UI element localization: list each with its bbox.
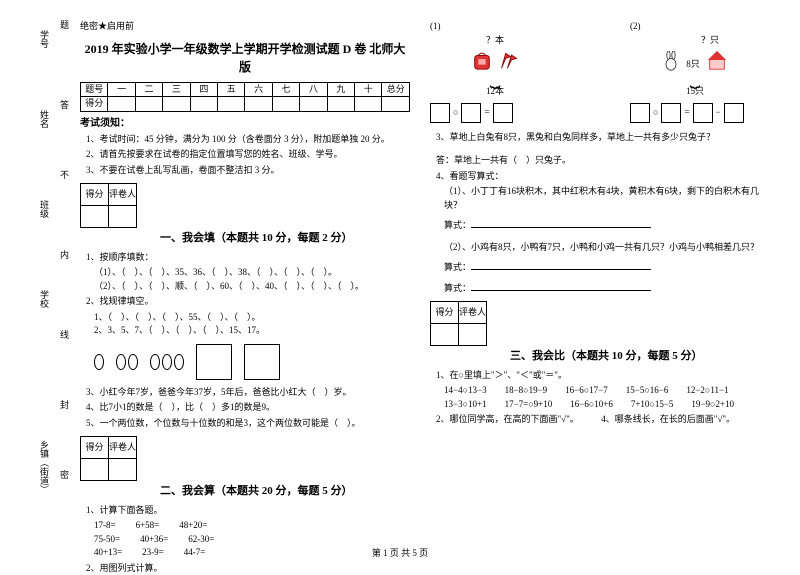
header-row-2: 得分 [81,97,410,112]
equation-1[interactable]: ○= [430,103,560,123]
section-2-title: 二、我会算（本题共 20 分，每题 5 分） [160,483,410,500]
binding-side-5: 线 [58,330,71,339]
s3r2: 13−3○10+1 17−7=○9+10 16−6○10+6 7+10○15−5… [444,398,760,412]
s3q2: 2、哪位同学高，在高的下面画"√"。 4、哪条线长，在长的后面画"√"。 [436,413,760,427]
q1: 1、按顺序填数： [86,251,410,265]
equation-2[interactable]: ○=− [630,103,760,123]
left-column: 绝密★启用前 2019 年实验小学一年级数学上学期开学检测试题 D 卷 北师大版… [70,20,420,540]
binding-label-4: 学校 [38,290,51,308]
exam-title: 2019 年实验小学一年级数学上学期开学检测试题 D 卷 北师大版 [80,40,410,76]
binding-label-5: 乡镇（街道） [38,440,51,494]
right-column: (1) ？本 ⏟ 12本 ○= (2) ？只 8只 ⏟ 15只 [420,20,770,540]
rabbit-icon [662,51,680,71]
q1b: （2）、（ ）、（ ）、顺、（ ）、60、（ ）、40、（ ）、（ ）、（ ）。 [94,280,410,294]
page-footer: 第 1 页 共 5 页 [0,546,800,559]
notice-1: 1、考试时间：45 分钟，满分为 100 分（含卷面分 3 分），附加题单独 2… [86,133,410,147]
binding-side-4: 内 [58,250,71,259]
figure-2: (2) ？只 8只 ⏟ 15只 ○=− [630,20,760,127]
binding-label-2: 姓名 [38,110,51,128]
s2q1: 1、计算下面各题。 [86,504,410,518]
section-1-title: 一、我会填（本题共 10 分，每题 2 分） [160,230,410,247]
notice-title: 考试须知： [80,116,410,131]
s3q1: 1、在○里填上"＞"、"＜"或"＝"。 [436,369,760,383]
circle-figure [94,344,410,380]
binding-side-7: 密 [58,470,71,479]
q3: 3、小红今年7岁，爸爸今年37岁，5年后，爸爸比小红大（ ）岁。 [86,386,410,400]
blank-square-2[interactable] [244,344,280,380]
binding-label-3: 班级 [38,200,51,218]
binding-side-3: 不 [58,170,71,179]
notice-3: 3、不要在试卷上乱写乱画，卷面不整洁扣 3 分。 [86,164,410,178]
blank-square-1[interactable] [196,344,232,380]
s2q2: 2、用图列式计算。 [86,562,410,575]
q2a: 1、（ ）、（ ）、（ ）、55、（ ）、（ ）。 [94,311,410,325]
brace-2: ⏟ [630,73,760,83]
s2q3: 3、草地上白兔有8只，黑兔和白兔同样多，草地上一共有多少只兔子？ [436,131,760,145]
section-3-title: 三、我会比（本题共 10 分，每题 5 分） [510,348,760,365]
q2b: 2、3、5、7、（ ）、（ ）、（ ）、15、17。 [94,324,410,338]
figure-row: (1) ？本 ⏟ 12本 ○= (2) ？只 8只 ⏟ 15只 [430,20,760,127]
notice-2: 2、请首先按要求在试卷的指定位置填写您的姓名、班级、学号。 [86,148,410,162]
score-table-2: 得分评卷人 [80,436,137,481]
classified-label: 绝密★启用前 [80,20,410,34]
brace-1: ⏟ [430,73,560,83]
blank-line-3[interactable] [471,281,651,291]
score-table-3: 得分评卷人 [430,301,487,346]
binding-side-6: 封 [58,400,71,409]
binding-side-1: 题 [58,20,71,29]
figure-1: (1) ？本 ⏟ 12本 ○= [430,20,560,127]
house-icon [706,49,728,71]
binding-margin: 学号 姓名 班级 学校 乡镇（街道） 题 答 不 内 线 封 密 [20,0,60,540]
s3r1: 14−4○13−3 18−8○19−9 16−6○17−7 15−5○16−6 … [444,384,760,398]
binding-side-2: 答 [58,100,71,109]
header-row-1: 题号一二三四五六七八九十总分 [81,82,410,97]
s2q4b: （2）、小鸡有8只，小鸭有7只，小鸭和小鸡一共有几只？小鸡与小鸭相差几只？ [444,241,760,255]
q5: 5、一个两位数，个位数与十位数的和是3，这个两位数可能是（ ）。 [86,417,410,431]
score-table-1: 得分评卷人 [80,183,137,228]
flags-icon [499,49,519,71]
binding-label-1: 学号 [38,30,51,48]
blank-line-2[interactable] [471,260,651,270]
q1a: （1）、（ ）、（ ）、35、36、（ ）、38、（ ）、（ ）、（ ）。 [94,266,410,280]
q4: 4、比7小1的数是（ ），比（ ）多1的数是9。 [86,401,410,415]
header-table: 题号一二三四五六七八九十总分 得分 [80,82,410,112]
page-content: 绝密★启用前 2019 年实验小学一年级数学上学期开学检测试题 D 卷 北师大版… [0,0,800,540]
s2q4a: （1）、小丁丁有16块积木，其中红积木有4块，黄积木有6块，剩下的白积木有几块？ [444,185,760,212]
blank-line-1[interactable] [471,218,651,228]
q2: 2、找规律填空。 [86,295,410,309]
s2q4: 4、看题写算式： [436,170,760,184]
s2a3: 答：草地上一共有（ ）只兔子。 [436,154,760,168]
